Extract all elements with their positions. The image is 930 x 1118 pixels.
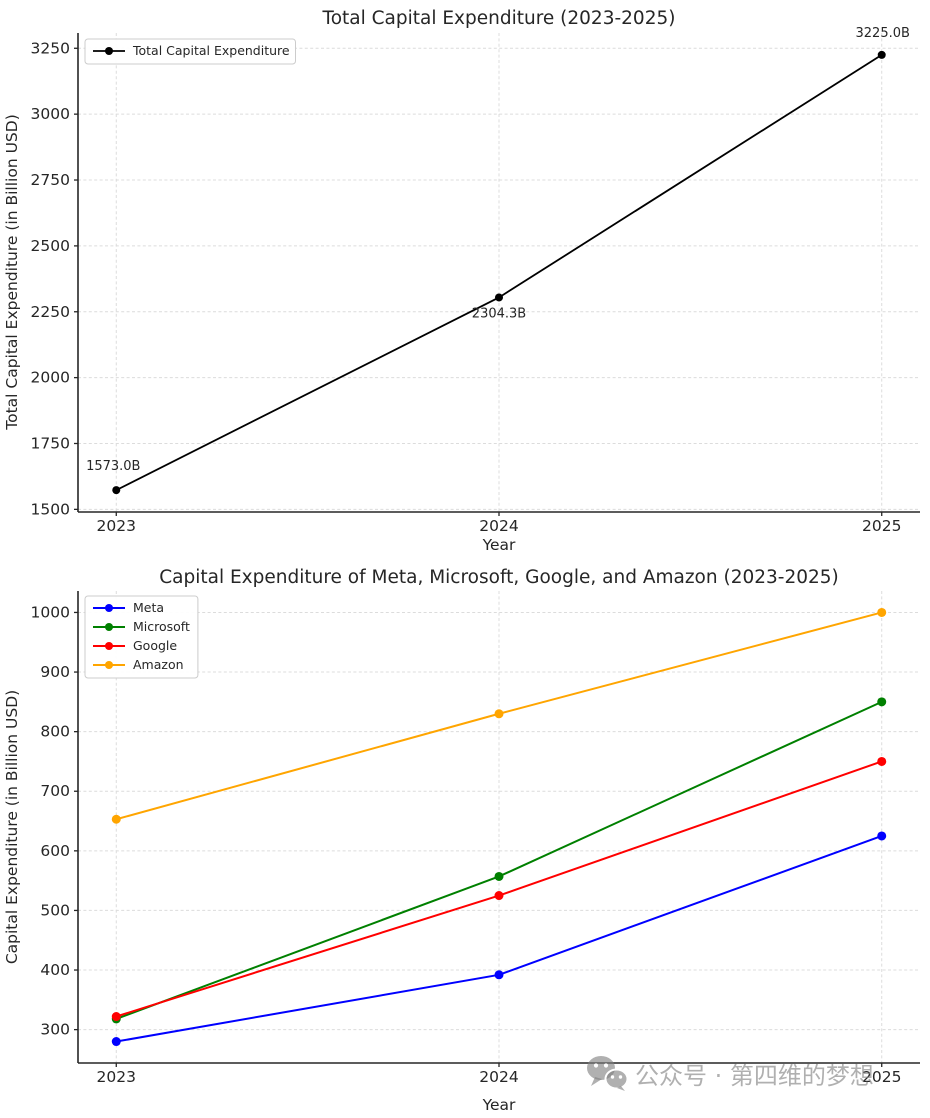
y-tick-label: 3250 (31, 39, 70, 57)
company-capex-chart: Capital Expenditure of Meta, Microsoft, … (3, 567, 920, 1114)
x-tick-label: 2024 (479, 517, 518, 535)
x-axis-label: Year (482, 536, 516, 554)
chart-title: Total Capital Expenditure (2023-2025) (322, 8, 676, 29)
y-tick-label: 3000 (31, 105, 70, 123)
x-tick-label: 2023 (97, 517, 136, 535)
data-point-microsoft (877, 697, 887, 707)
y-tick-label: 600 (40, 842, 70, 860)
y-tick-label: 300 (40, 1021, 70, 1039)
data-point-google (111, 1012, 121, 1022)
y-tick-label: 1000 (31, 603, 70, 621)
legend-label: Google (133, 638, 177, 653)
chart-title: Capital Expenditure of Meta, Microsoft, … (159, 567, 839, 588)
x-axis-label: Year (482, 1096, 516, 1114)
legend-box (84, 38, 296, 65)
legend-label: Microsoft (133, 619, 190, 634)
data-point-amazon (111, 814, 121, 824)
data-point-total-capital-expenditure (877, 50, 886, 59)
legend-sample-marker (105, 623, 113, 631)
y-tick-label: 700 (40, 782, 70, 800)
total-capex-chart: Total Capital Expenditure (2023-2025) To… (3, 8, 920, 554)
y-tick-label: 2000 (31, 369, 70, 387)
data-point-meta (111, 1037, 121, 1047)
data-point-total-capital-expenditure (495, 293, 503, 302)
legend-sample-marker (105, 642, 113, 650)
y-tick-label: 400 (40, 961, 70, 979)
data-point-meta (877, 831, 887, 841)
y-axis-label: Capital Expenditure (in Billion USD) (3, 690, 21, 964)
data-point-amazon (877, 607, 887, 617)
x-tick-label: 2025 (862, 517, 901, 535)
y-tick-label: 1500 (31, 500, 70, 518)
legend-label: Amazon (133, 657, 184, 672)
data-point-meta (494, 970, 504, 980)
y-tick-label: 1750 (31, 434, 70, 452)
x-tick-label: 2023 (97, 1068, 136, 1086)
y-tick-label: 2750 (31, 171, 70, 189)
legend-sample-marker (105, 661, 113, 669)
x-tick-label: 2025 (862, 1068, 901, 1086)
data-point-microsoft (494, 871, 504, 881)
legend-label: Total Capital Expenditure (132, 43, 290, 58)
x-tick-label: 2024 (479, 1068, 518, 1086)
y-tick-label: 2250 (31, 303, 70, 321)
legend-label: Meta (133, 600, 164, 615)
wechat-icon (587, 1056, 628, 1091)
point-annotation: 1573.0B (86, 459, 140, 474)
legend-sample-marker (105, 604, 113, 612)
data-point-total-capital-expenditure (112, 486, 121, 495)
point-annotation: 3225.0B (856, 26, 910, 41)
point-annotation: 2304.3B (472, 306, 526, 321)
data-point-amazon (494, 709, 504, 719)
watermark-text: 公众号 · 第四维的梦想 (635, 1061, 874, 1090)
y-tick-label: 800 (40, 723, 70, 741)
y-tick-label: 500 (40, 901, 70, 919)
y-tick-label: 2500 (31, 237, 70, 255)
y-tick-label: 900 (40, 663, 70, 681)
data-point-google (494, 891, 504, 901)
legend-box (84, 595, 199, 679)
data-point-google (877, 756, 887, 766)
legend-sample-marker (105, 47, 113, 55)
y-axis-label: Total Capital Expenditure (in Billion US… (3, 114, 21, 430)
watermark: 公众号 · 第四维的梦想 (586, 1055, 874, 1091)
